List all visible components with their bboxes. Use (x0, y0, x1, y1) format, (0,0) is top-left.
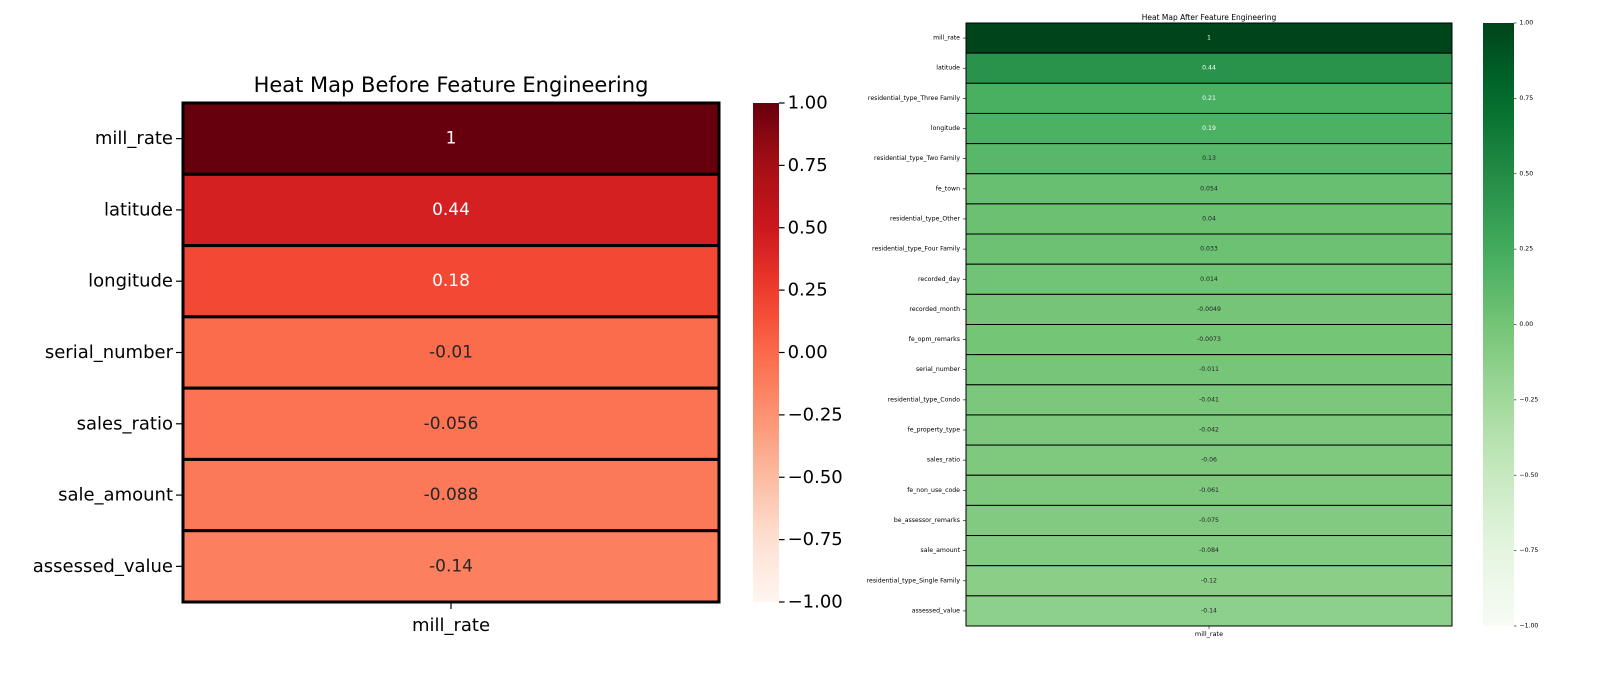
after-colorbar-tick-label: −0.75 (1519, 547, 1538, 554)
after-y-tick-label: fe_property_type (908, 427, 961, 434)
after-cell-value-label: 0.04 (1202, 215, 1216, 222)
after-cell-residential_type_condo (965, 384, 1453, 416)
after-colorbar-tick-label: −1.00 (1519, 623, 1538, 630)
after-cell-be_assessor_remarks (965, 504, 1453, 537)
after-cell-value-label: 0.21 (1202, 95, 1216, 102)
after-y-tick-label: fe_non_use_code (907, 487, 960, 494)
after-cell-recorded_month (965, 293, 1453, 326)
before-y-tick-label: longitude (88, 271, 173, 292)
before-cell-value-label: -0.088 (424, 485, 479, 505)
after-y-tick-label: longitude (931, 125, 960, 132)
after-cell-value-label: -0.075 (1199, 517, 1219, 524)
before-cell-value-label: -0.056 (424, 414, 479, 434)
before-cell-assessed_value (181, 529, 721, 604)
after-y-tick-label: assessed_value (912, 607, 960, 614)
after-y-tick-label: residential_type_Other (890, 215, 961, 222)
before-colorbar-tick-label: −0.25 (788, 404, 843, 425)
after-cell-fe_non_use_code (965, 474, 1453, 506)
after-colorbar-tick-label: 0.25 (1519, 246, 1533, 253)
before-cell-value-label: -0.14 (429, 556, 473, 576)
after-y-tick-label: recorded_day (918, 276, 960, 283)
before-colorbar-tick-label: 1.00 (788, 93, 828, 114)
after-chart-title: Heat Map After Feature Engineering (1142, 13, 1277, 22)
after-y-tick-label: residential_type_Single Family (867, 577, 961, 584)
after-cell-value-label: -0.042 (1199, 427, 1219, 434)
after-colorbar-tick-label: −0.25 (1519, 396, 1538, 403)
after-y-tick-label: residential_type_Four Family (872, 246, 960, 253)
after-x-tick-label: mill_rate (1195, 630, 1223, 638)
before-cell-value-label: -0.01 (429, 343, 473, 363)
heatmap-after: Heat Map After Feature Engineering 1 mill_… (867, 13, 1539, 638)
after-y-tick-label: fe_town (936, 185, 960, 192)
after-cell-fe_opm_remarks (965, 324, 1453, 356)
after-cell-value-label: -0.011 (1199, 366, 1219, 373)
after-cell-value-label: 0.054 (1200, 185, 1218, 192)
after-cell-value-label: -0.14 (1201, 607, 1217, 614)
before-cell-value-label: 0.44 (432, 200, 470, 220)
before-colorbar-tick-label: −0.50 (788, 467, 843, 488)
after-cell-value-label: -0.0049 (1197, 306, 1221, 313)
after-y-tick-label: residential_type_Three Family (868, 95, 960, 102)
after-y-tick-label: latitude (936, 65, 960, 72)
after-cell-value-label: 0.014 (1200, 276, 1218, 283)
after-cell-value-label: -0.041 (1199, 396, 1219, 403)
after-cell-fe_property_type (965, 414, 1453, 446)
after-colorbar (1483, 23, 1514, 626)
before-chart-title: Heat Map Before Feature Engineering (254, 73, 649, 97)
after-cell-residential_type_three-family (965, 82, 1453, 114)
after-y-tick-label: recorded_month (909, 306, 960, 313)
after-cell-value-label: -0.06 (1201, 457, 1217, 464)
after-cell-residential_type_four-family (965, 233, 1453, 265)
after-y-tick-label: sales_ratio (927, 457, 960, 464)
after-cell-residential_type_two-family (965, 143, 1453, 175)
after-colorbar-tick-label: −0.50 (1519, 472, 1538, 479)
before-colorbar-tick-label: −0.75 (788, 529, 843, 550)
after-cell-value-label: -0.12 (1201, 577, 1217, 584)
after-y-tick-label: be_assessor_remarks (894, 517, 960, 524)
after-y-tick-label: residential_type_Condo (888, 396, 960, 403)
after-y-tick-label: residential_type_Two Family (874, 155, 960, 162)
before-colorbar-tick-label: 0.25 (788, 280, 828, 301)
after-cell-value-label: -0.061 (1199, 487, 1219, 494)
before-y-tick-label: sale_amount (58, 485, 173, 506)
before-y-tick-label: serial_number (45, 342, 174, 363)
after-y-tick-label: mill_rate (933, 35, 960, 42)
after-cell-value-label: 0.033 (1200, 246, 1218, 253)
after-cell-assessed_value (965, 595, 1453, 627)
before-cell-latitude (181, 172, 721, 248)
after-cell-value-label: 1 (1207, 35, 1211, 42)
after-colorbar-tick-label: 1.00 (1519, 20, 1533, 27)
after-colorbar-tick-label: 0.75 (1519, 95, 1533, 102)
after-y-tick-label: sale_amount (920, 547, 960, 554)
after-colorbar-tick-label: 0.00 (1519, 321, 1533, 328)
heatmap-before: Heat Map Before Feature Engineering 1 mill… (33, 73, 843, 636)
before-cell-value-label: 1 (446, 129, 457, 149)
before-colorbar-tick-label: 0.75 (788, 155, 828, 176)
before-y-tick-label: latitude (104, 199, 173, 220)
after-y-tick-label: serial_number (916, 366, 961, 373)
after-cell-value-label: 0.44 (1202, 65, 1216, 72)
before-y-tick-label: mill_rate (95, 128, 173, 149)
before-colorbar-tick-label: −1.00 (788, 592, 843, 613)
after-y-tick-label: fe_opm_remarks (909, 336, 960, 343)
after-cell-value-label: -0.084 (1199, 547, 1219, 554)
before-cell-value-label: 0.18 (432, 271, 470, 291)
after-cell-value-label: 0.19 (1202, 125, 1216, 132)
after-cell-fe_town (965, 173, 1453, 205)
before-colorbar (753, 103, 779, 602)
after-cell-value-label: -0.0073 (1197, 336, 1221, 343)
after-cell-latitude (965, 52, 1453, 84)
after-cell-value-label: 0.13 (1202, 155, 1216, 162)
before-y-tick-label: sales_ratio (77, 413, 173, 434)
before-cell-mill_rate (181, 101, 721, 176)
before-colorbar-tick-label: 0.50 (788, 217, 828, 238)
before-x-tick-label: mill_rate (412, 615, 490, 636)
before-y-tick-label: assessed_value (33, 556, 173, 577)
before-colorbar-tick-label: 0.00 (788, 342, 828, 363)
after-colorbar-tick-label: 0.50 (1519, 170, 1533, 177)
